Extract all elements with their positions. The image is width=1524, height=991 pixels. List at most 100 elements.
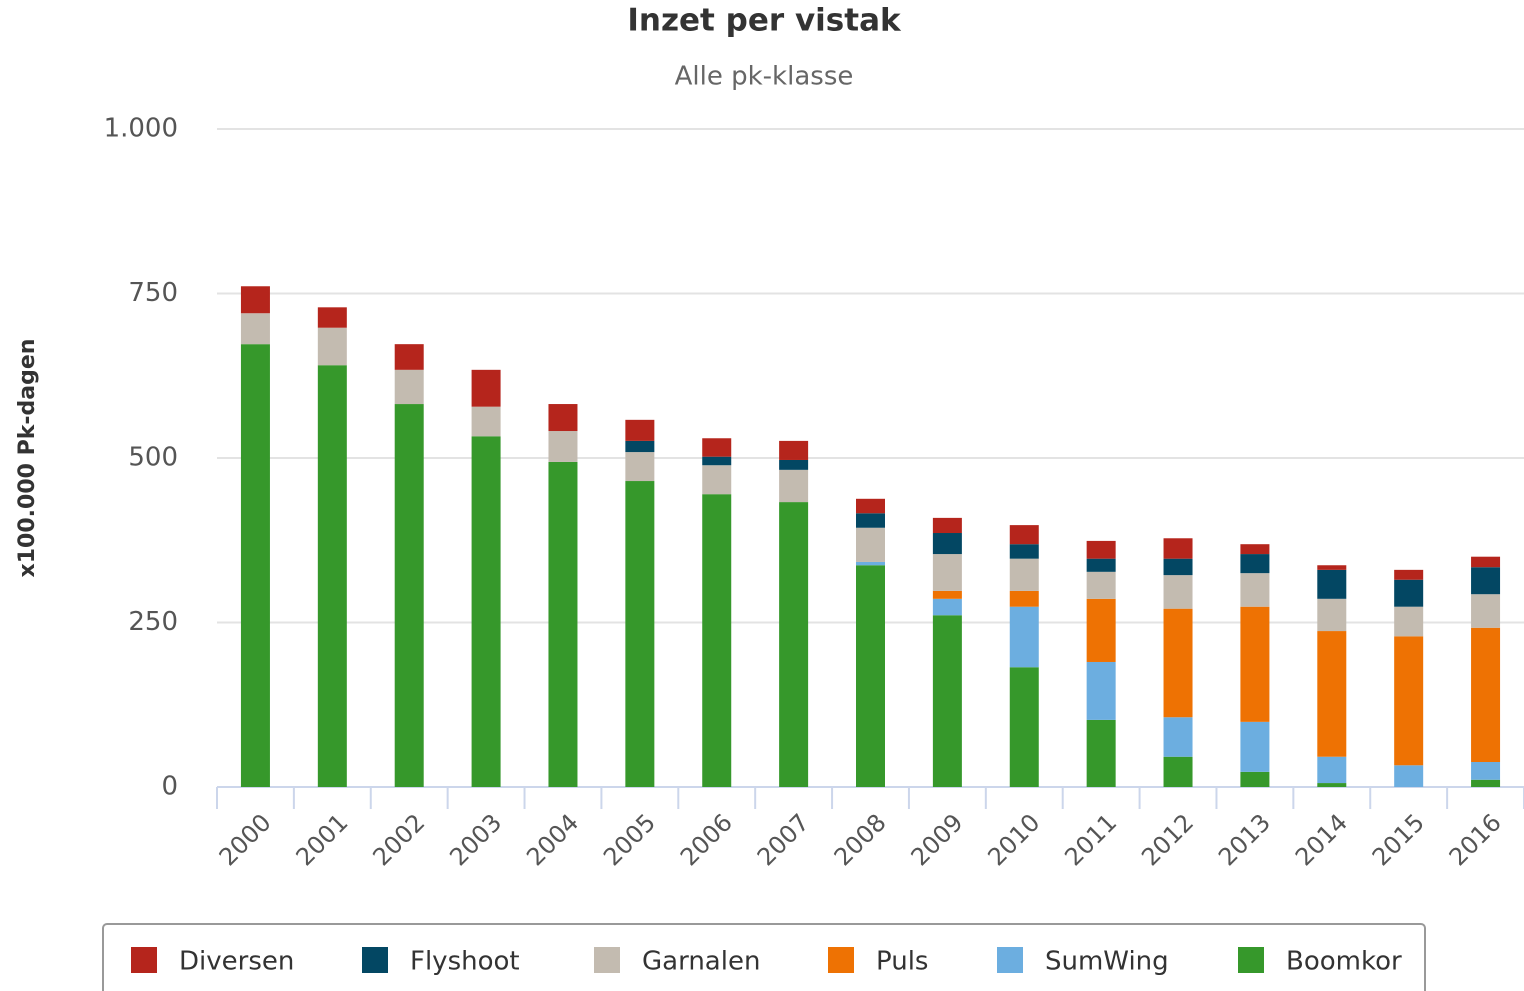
- legend-label: Puls: [876, 947, 928, 977]
- chart-title: Inzet per vistak: [627, 3, 902, 39]
- legend-swatch: [594, 947, 620, 973]
- y-tick-label: 0: [161, 772, 178, 802]
- bar-segment: [625, 419, 655, 441]
- bar-segment: [1163, 575, 1193, 609]
- bar-segment: [1240, 771, 1270, 787]
- bar-segment: [779, 440, 809, 460]
- bar-segment: [1163, 608, 1193, 718]
- legend-label: Boomkor: [1286, 947, 1402, 977]
- bar-segment: [317, 327, 347, 366]
- bar-segment: [1086, 571, 1116, 599]
- x-tick-label: 2013: [1213, 808, 1276, 871]
- bar-segment: [702, 438, 732, 457]
- bar-segment: [702, 456, 732, 466]
- bar-segment: [548, 404, 578, 432]
- bar-segment: [1009, 558, 1039, 591]
- x-tick-label: 2011: [1059, 808, 1122, 871]
- x-tick-label: 2012: [1136, 808, 1199, 871]
- x-tick-label: 2008: [829, 808, 892, 871]
- x-tick-label: 2000: [214, 808, 277, 871]
- bar-segment: [1163, 717, 1193, 757]
- bar-segment: [1086, 661, 1116, 720]
- bar-segment: [856, 527, 885, 562]
- bar-segment: [1240, 554, 1270, 574]
- bar-segment: [1394, 765, 1424, 787]
- bar-segment: [1163, 558, 1193, 576]
- bar-segment: [1240, 544, 1270, 555]
- bar-segment: [702, 494, 732, 787]
- bar-segment: [932, 554, 962, 591]
- x-tick-label: 2004: [521, 808, 584, 871]
- bar-segment: [1317, 565, 1347, 570]
- bar-segment: [394, 344, 424, 370]
- bar-segment: [932, 615, 962, 787]
- legend-label: Diversen: [179, 947, 294, 977]
- bar-segment: [240, 344, 270, 787]
- bar-segment: [1471, 761, 1501, 780]
- x-tick-label: 2006: [675, 808, 738, 871]
- bar-segment: [317, 365, 347, 787]
- bar-segment: [932, 590, 962, 599]
- bar-segment: [1317, 569, 1347, 599]
- bar-segment: [1317, 783, 1347, 787]
- bar-segment: [856, 561, 885, 566]
- legend-swatch: [997, 947, 1023, 973]
- bar-segment: [1009, 606, 1039, 668]
- bar-segment: [856, 498, 885, 514]
- bar-segment: [394, 369, 424, 405]
- bar-segment: [1240, 606, 1270, 722]
- bar-segment: [856, 513, 885, 528]
- bar-segment: [625, 481, 655, 787]
- y-tick-label: 1.000: [104, 114, 178, 144]
- bar-segment: [1471, 567, 1501, 595]
- bar-segment: [1471, 627, 1501, 762]
- x-tick-label: 2007: [752, 808, 815, 871]
- bar-segment: [548, 461, 578, 787]
- x-tick-label: 2010: [982, 808, 1045, 871]
- bar-segment: [625, 440, 655, 453]
- bar-segment: [779, 459, 809, 470]
- bar-segment: [1394, 579, 1424, 607]
- bar-segment: [856, 565, 885, 787]
- x-tick-label: 2005: [598, 808, 661, 871]
- y-tick-label: 500: [128, 443, 178, 473]
- y-axis-label: x100.000 Pk-dagen: [15, 339, 40, 578]
- legend-label: SumWing: [1045, 947, 1169, 977]
- bar-segment: [1240, 573, 1270, 607]
- bar-segment: [1394, 606, 1424, 637]
- bar-segment: [394, 404, 424, 787]
- y-tick-label: 750: [128, 278, 178, 308]
- bar-segment: [1471, 594, 1501, 628]
- bar-segment: [240, 313, 270, 345]
- legend-swatch: [1238, 947, 1264, 973]
- x-tick-label: 2014: [1290, 808, 1353, 871]
- bar-segment: [548, 431, 578, 462]
- bar-segment: [1317, 631, 1347, 757]
- x-tick-label: 2003: [444, 808, 507, 871]
- bar-segment: [625, 452, 655, 482]
- legend-label: Garnalen: [642, 947, 760, 977]
- y-tick-label: 250: [128, 607, 178, 637]
- legend-box: [102, 923, 1426, 991]
- bar-segment: [471, 369, 501, 407]
- bar-segment: [702, 465, 732, 495]
- bar-segment: [1009, 544, 1039, 559]
- bar-segment: [1471, 779, 1501, 787]
- bar-segment: [1086, 558, 1116, 572]
- legend-swatch: [828, 947, 854, 973]
- x-tick-label: 2015: [1367, 808, 1430, 871]
- x-tick-label: 2001: [291, 808, 354, 871]
- x-tick-label: 2016: [1444, 808, 1507, 871]
- bar-segment: [1317, 598, 1347, 632]
- bar-segment: [1163, 756, 1193, 787]
- bar-segment: [1163, 538, 1193, 559]
- legend-label: Flyshoot: [410, 947, 520, 977]
- bar-segment: [779, 502, 809, 787]
- bar-segment: [1086, 540, 1116, 559]
- bar-segment: [1086, 598, 1116, 662]
- bar-segment: [1394, 569, 1424, 580]
- x-tick-label: 2002: [367, 808, 430, 871]
- bar-segment: [471, 436, 501, 787]
- bar-segment: [779, 469, 809, 503]
